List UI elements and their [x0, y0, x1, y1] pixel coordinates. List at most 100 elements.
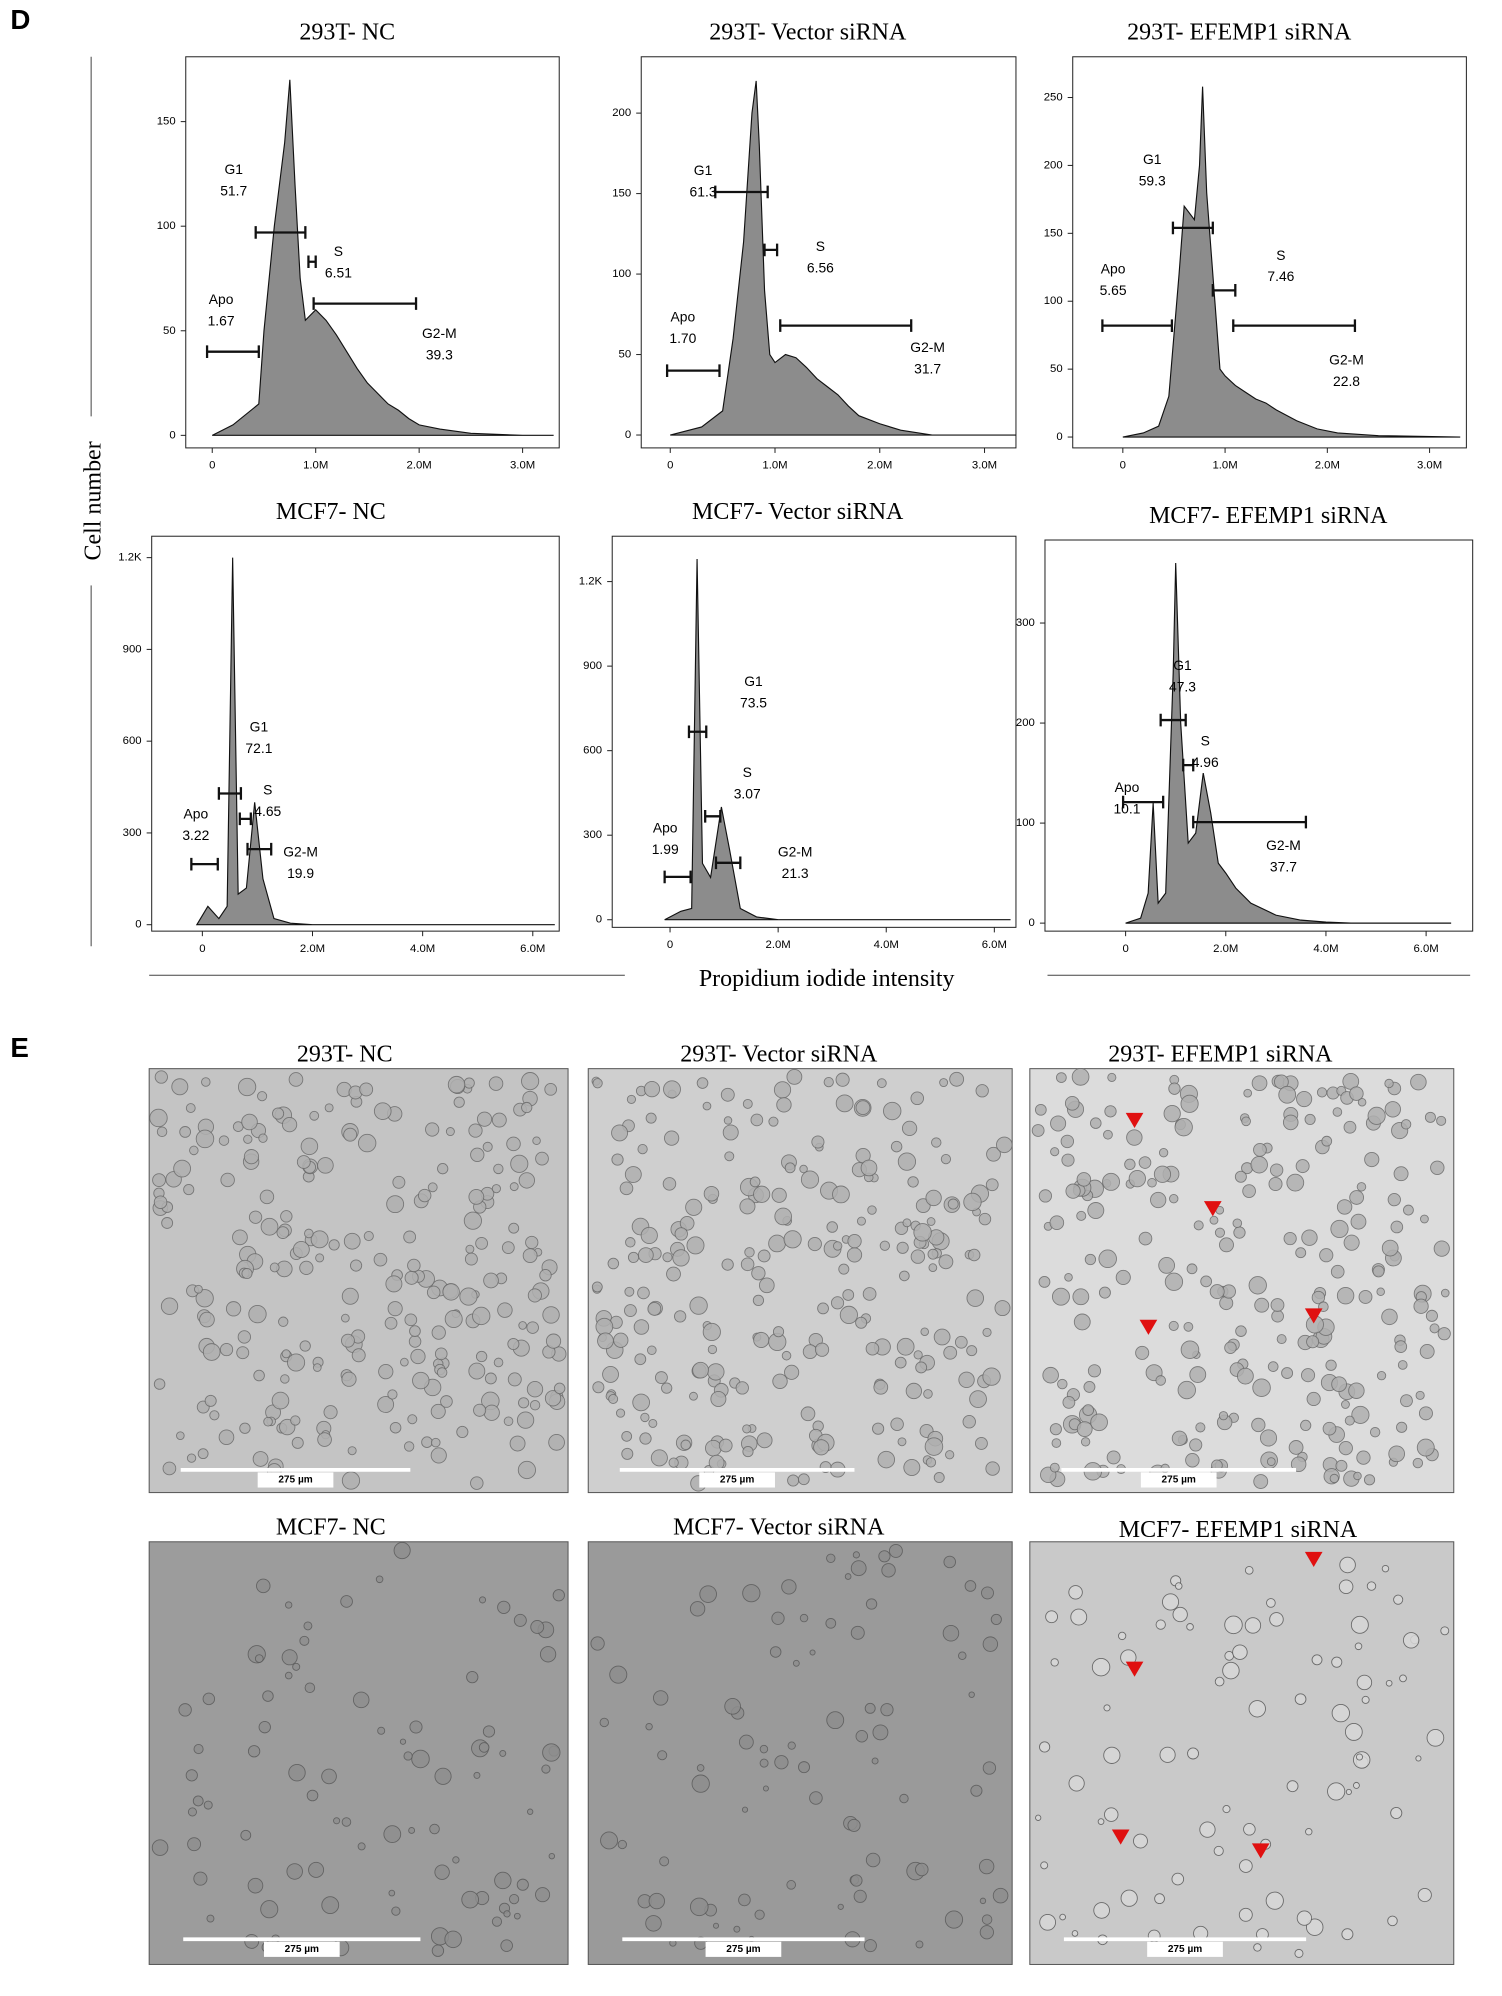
- cell: [754, 1909, 765, 1920]
- cell: [1282, 1114, 1299, 1131]
- cell: [204, 1394, 217, 1407]
- cell: [835, 1072, 850, 1087]
- cell: [286, 1863, 303, 1880]
- cell: [648, 1418, 658, 1428]
- cell: [663, 1130, 680, 1146]
- cell: [548, 1433, 565, 1451]
- gate-name: S: [263, 782, 272, 798]
- x-tick-label: 0: [199, 943, 205, 955]
- cell: [1400, 1394, 1413, 1408]
- cell: [1344, 1415, 1355, 1426]
- cell: [985, 1461, 1000, 1476]
- cell: [888, 1543, 903, 1558]
- cell: [1331, 1376, 1347, 1393]
- cell: [846, 1247, 863, 1263]
- scale-label-bg: [699, 1472, 775, 1488]
- cell: [476, 1111, 493, 1127]
- cell: [343, 1127, 358, 1142]
- cell: [259, 1189, 275, 1205]
- cell: [647, 1301, 662, 1316]
- gate-value: 1.70: [669, 330, 696, 346]
- cell: [800, 1170, 820, 1189]
- cell: [752, 1294, 765, 1306]
- cell: [187, 1837, 202, 1852]
- cell: [403, 1441, 415, 1452]
- y-tick-label: 300: [583, 829, 602, 841]
- cell: [411, 1749, 430, 1769]
- cell: [877, 1450, 896, 1469]
- cell: [280, 1210, 293, 1223]
- cell: [403, 1751, 413, 1761]
- cell: [615, 1408, 626, 1418]
- cell: [1403, 1204, 1414, 1216]
- gate: [190, 857, 219, 871]
- x-tick-label: 1.0M: [303, 460, 328, 472]
- gate-name: G1: [694, 162, 713, 178]
- y-tick-label: 0: [1029, 917, 1035, 929]
- cell: [1415, 1390, 1425, 1400]
- cell: [1180, 1094, 1199, 1113]
- cell: [913, 1223, 932, 1242]
- cell: [425, 1122, 440, 1137]
- cell: [418, 1188, 432, 1203]
- cell: [966, 1345, 978, 1357]
- cell: [632, 1393, 650, 1412]
- gate-value: 72.1: [245, 740, 272, 756]
- cell: [185, 1103, 196, 1113]
- cell: [321, 1768, 337, 1785]
- cell: [707, 1344, 718, 1355]
- cell: [299, 1635, 310, 1646]
- arrowhead: [1251, 1843, 1270, 1859]
- cell: [1072, 1288, 1090, 1306]
- cell: [513, 1613, 527, 1627]
- cell: [412, 1371, 430, 1390]
- gate-value: 59.3: [1139, 172, 1166, 188]
- cell: [680, 1439, 691, 1450]
- x-tick-label: 2.0M: [300, 943, 325, 955]
- cell: [619, 1181, 634, 1196]
- cell: [1155, 1619, 1166, 1630]
- cell: [466, 1670, 479, 1684]
- cell: [403, 1230, 417, 1244]
- cell: [1341, 1928, 1354, 1941]
- label-bg: [78, 416, 109, 586]
- cell: [759, 1758, 769, 1768]
- cell: [1093, 1902, 1110, 1919]
- cell: [738, 1893, 751, 1907]
- cell: [260, 1900, 279, 1919]
- cell: [1076, 1172, 1092, 1187]
- cell: [287, 1353, 306, 1372]
- cell: [735, 1381, 749, 1395]
- cell: [674, 1310, 687, 1323]
- cell: [1073, 1313, 1091, 1331]
- cell: [373, 1102, 392, 1120]
- cell: [969, 1390, 987, 1409]
- cell: [771, 1611, 785, 1625]
- cell: [774, 1207, 792, 1226]
- cell: [333, 1817, 341, 1825]
- cell: [1433, 1240, 1450, 1257]
- cell: [408, 1827, 416, 1834]
- gate: [1101, 319, 1174, 332]
- cell: [202, 1692, 216, 1706]
- cell: [975, 1084, 989, 1098]
- cell: [1126, 1129, 1143, 1146]
- cell: [1266, 1598, 1276, 1608]
- cell: [938, 1254, 954, 1270]
- cell: [1243, 1823, 1256, 1836]
- gate-name: Apo: [209, 291, 234, 307]
- cell: [1171, 1430, 1188, 1447]
- cell: [975, 1437, 988, 1450]
- cell: [304, 1682, 316, 1693]
- cell: [634, 1353, 647, 1366]
- cell: [876, 1078, 887, 1089]
- cell: [674, 1227, 688, 1241]
- cell: [647, 1345, 657, 1356]
- y-tick-label: 50: [1050, 363, 1063, 375]
- cell: [733, 1925, 741, 1933]
- cell: [784, 1364, 800, 1380]
- scale-label-bg: [1147, 1941, 1223, 1957]
- cell: [1039, 1913, 1057, 1931]
- cell: [907, 1176, 919, 1188]
- cell: [272, 1107, 285, 1120]
